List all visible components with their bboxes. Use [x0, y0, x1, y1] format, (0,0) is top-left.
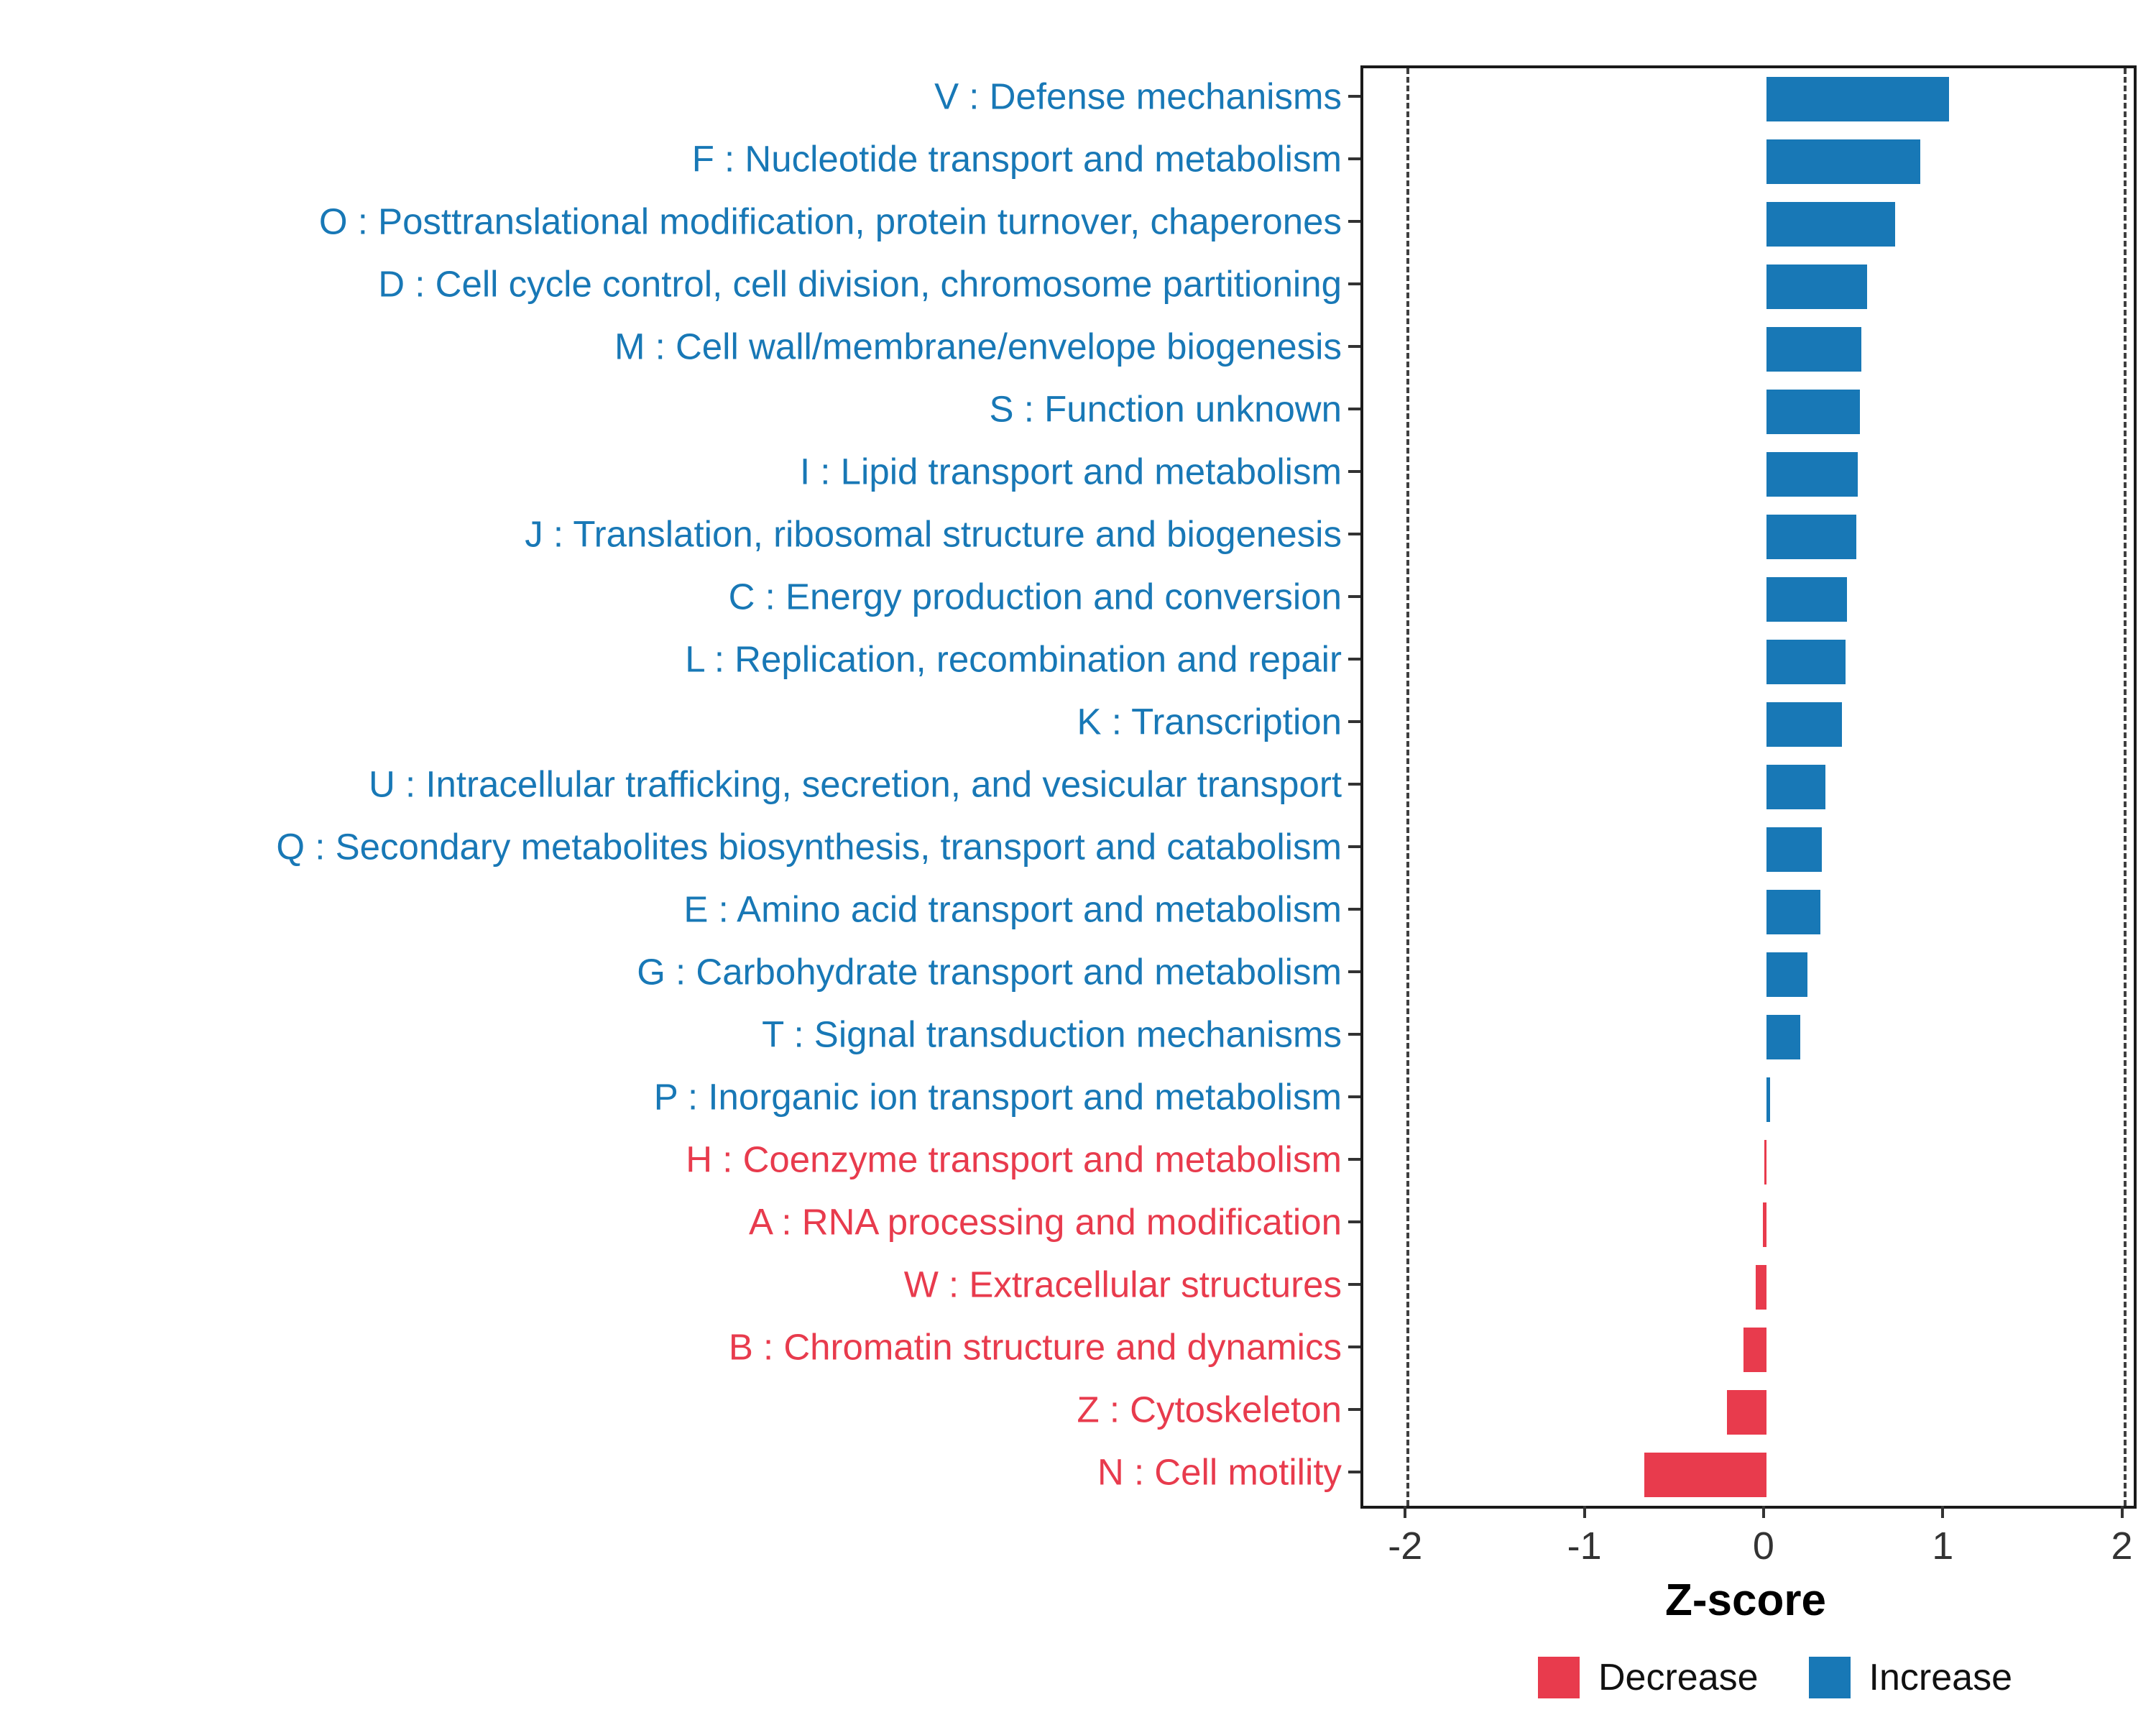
bar: [1766, 889, 1820, 934]
bar: [1766, 77, 1950, 122]
bar: [1766, 640, 1846, 685]
category-label: F : Nucleotide transport and metabolism: [691, 138, 1342, 180]
category-label: D : Cell cycle control, cell division, c…: [378, 263, 1342, 305]
legend-color-swatch: [1537, 1657, 1580, 1698]
category-label: L : Replication, recombination and repai…: [685, 638, 1342, 680]
bar: [1766, 390, 1860, 435]
x-tick-label: 2: [2111, 1524, 2133, 1568]
y-axis-tick: [1348, 783, 1360, 786]
bar: [1766, 139, 1921, 185]
category-label: K : Transcription: [1077, 701, 1342, 742]
bar: [1766, 327, 1862, 372]
y-axis-tick: [1348, 970, 1360, 973]
category-label: B : Chromatin structure and dynamics: [728, 1326, 1342, 1368]
y-axis-tick: [1348, 1282, 1360, 1286]
bar: [1727, 1389, 1766, 1435]
bar: [1766, 1014, 1801, 1059]
y-axis-tick: [1348, 658, 1360, 661]
y-axis-tick: [1348, 408, 1360, 411]
x-tick-label: 0: [1752, 1524, 1774, 1568]
bar: [1764, 1139, 1766, 1184]
bar: [1766, 577, 1848, 622]
x-axis-tick: [1583, 1506, 1586, 1518]
y-axis-tick: [1348, 1407, 1360, 1411]
y-axis-tick: [1348, 157, 1360, 161]
category-label: A : RNA processing and modification: [749, 1201, 1342, 1243]
reference-line: [2123, 68, 2127, 1506]
y-axis-tick: [1348, 720, 1360, 724]
x-tick-label: -1: [1567, 1524, 1602, 1568]
x-axis-tick: [2120, 1506, 2124, 1518]
category-label: W : Extracellular structures: [903, 1264, 1342, 1305]
category-label: T : Signal transduction mechanisms: [762, 1013, 1342, 1055]
y-axis-tick: [1348, 595, 1360, 599]
bar: [1743, 1327, 1766, 1372]
y-axis-tick: [1348, 1220, 1360, 1223]
category-label: E : Amino acid transport and metabolism: [683, 888, 1342, 930]
y-axis-tick: [1348, 1157, 1360, 1161]
y-axis-tick: [1348, 1345, 1360, 1348]
reference-line: [1406, 68, 1410, 1506]
x-tick-label: 1: [1932, 1524, 1954, 1568]
bar: [1766, 827, 1823, 872]
category-label: G : Carbohydrate transport and metabolis…: [637, 951, 1342, 993]
x-axis-tick: [1941, 1506, 1945, 1518]
x-axis-tick: [1404, 1506, 1407, 1518]
bar: [1766, 765, 1826, 809]
bar: [1644, 1452, 1766, 1497]
legend-label: Increase: [1869, 1657, 2012, 1698]
bar: [1766, 452, 1858, 497]
category-label: O : Posttranslational modification, prot…: [318, 201, 1342, 242]
x-tick-label: -2: [1388, 1524, 1423, 1568]
y-axis-tick: [1348, 907, 1360, 911]
category-label: V : Defense mechanisms: [934, 75, 1342, 117]
category-label: I : Lipid transport and metabolism: [799, 451, 1342, 492]
y-axis-tick: [1348, 282, 1360, 286]
legend-label: Decrease: [1598, 1657, 1759, 1698]
category-label: N : Cell motility: [1097, 1451, 1342, 1493]
legend: Decrease Increase: [1537, 1657, 2012, 1698]
bar: [1766, 1077, 1770, 1122]
bar: [1766, 264, 1867, 310]
y-axis-tick: [1348, 220, 1360, 224]
category-label: U : Intracellular trafficking, secretion…: [369, 763, 1342, 805]
y-axis-tick: [1348, 533, 1360, 536]
y-axis-tick: [1348, 95, 1360, 98]
bar: [1755, 1264, 1766, 1310]
category-label: M : Cell wall/membrane/envelope biogenes…: [614, 326, 1342, 367]
category-label: Z : Cytoskeleton: [1077, 1389, 1342, 1430]
y-axis-tick: [1348, 1095, 1360, 1098]
bar: [1762, 1202, 1766, 1247]
x-axis-title: Z-score: [1665, 1576, 1826, 1625]
legend-item: Increase: [1808, 1657, 2012, 1698]
category-label: H : Coenzyme transport and metabolism: [686, 1138, 1342, 1180]
y-axis-tick: [1348, 345, 1360, 349]
bar: [1766, 202, 1896, 247]
category-label: C : Energy production and conversion: [728, 576, 1342, 617]
bar: [1766, 702, 1842, 748]
category-label: J : Translation, ribosomal structure and…: [525, 513, 1342, 555]
legend-color-swatch: [1808, 1657, 1851, 1698]
category-label: S : Function unknown: [989, 388, 1342, 430]
x-axis-tick: [1761, 1506, 1765, 1518]
y-axis-tick: [1348, 1032, 1360, 1036]
y-axis-tick: [1348, 845, 1360, 848]
plot-panel: [1360, 65, 2137, 1509]
bar: [1766, 952, 1808, 997]
y-axis-tick: [1348, 470, 1360, 474]
category-label: Q : Secondary metabolites biosynthesis, …: [276, 826, 1342, 868]
bar: [1766, 515, 1856, 560]
y-axis-tick: [1348, 1470, 1360, 1473]
category-label: P : Inorganic ion transport and metaboli…: [653, 1076, 1342, 1118]
legend-item: Decrease: [1537, 1657, 1759, 1698]
